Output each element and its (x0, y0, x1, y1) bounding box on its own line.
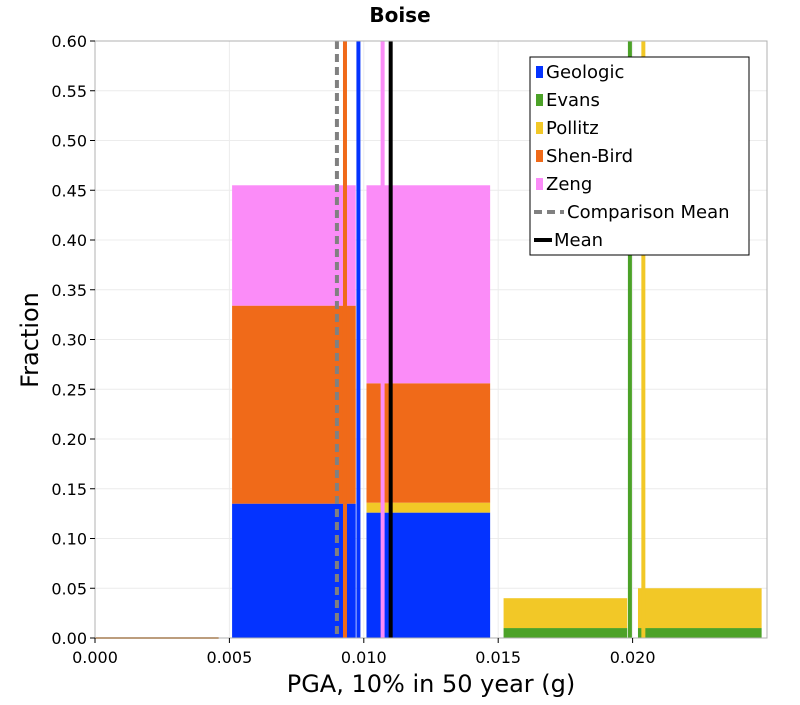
y-tick-label: 0.10 (51, 530, 87, 549)
y-tick-label: 0.55 (51, 82, 87, 101)
bar-segment-evans (503, 628, 628, 638)
y-tick-label: 0.35 (51, 281, 87, 300)
y-tick-label: 0.40 (51, 231, 87, 250)
legend-label-pollitz: Pollitz (546, 118, 599, 139)
x-tick-label: 0.020 (610, 648, 656, 667)
legend-box (529, 56, 750, 256)
legend-label-comparison-mean: Comparison Mean (567, 202, 730, 223)
legend-swatch-shen-bird (536, 150, 543, 162)
bar-segment-pollitz (366, 502, 491, 513)
y-tick-label: 0.60 (51, 32, 87, 51)
legend-label-shen-bird: Shen-Bird (546, 146, 633, 167)
y-tick-label: 0.50 (51, 132, 87, 151)
bar-segment-zeng (366, 185, 491, 384)
legend-label-mean: Mean (554, 230, 603, 251)
x-tick-label: 0.000 (72, 648, 118, 667)
bar-segment-zeng (232, 185, 356, 306)
chart-legend: Geologic Evans Pollitz Shen-Bird Zeng Compari… (529, 56, 750, 256)
bar-segment-pollitz (637, 588, 762, 629)
legend-swatch-geologic (536, 66, 543, 78)
bar-segment-evans (637, 628, 762, 638)
legend-label-zeng: Zeng (546, 174, 592, 195)
bar-segment-pollitz (503, 598, 628, 629)
y-tick-label: 0.30 (51, 331, 87, 350)
legend-label-geologic: Geologic (546, 62, 624, 83)
legend-swatch-evans (536, 94, 543, 106)
bar-segment-geologic (366, 512, 491, 638)
legend-swatch-pollitz (536, 122, 543, 134)
x-tick-label: 0.015 (475, 648, 521, 667)
y-axis-label: Fraction (16, 292, 44, 388)
x-tick-label: 0.005 (206, 648, 252, 667)
y-tick-label: 0.00 (51, 629, 87, 648)
y-tick-label: 0.20 (51, 430, 87, 449)
x-axis-label: PGA, 10% in 50 year (g) (287, 670, 576, 698)
y-tick-label: 0.05 (51, 579, 87, 598)
y-tick-label: 0.45 (51, 181, 87, 200)
y-tick-label: 0.15 (51, 480, 87, 499)
chart-title: Boise (369, 3, 430, 27)
axis-ticks: 0.00 0.05 0.10 0.15 0.20 0.25 0.30 0.35 0.40 0.45… (51, 32, 655, 667)
bar-segment-shen-bird (366, 383, 491, 503)
legend-swatch-zeng (536, 178, 543, 190)
x-tick-label: 0.010 (341, 648, 387, 667)
y-tick-label: 0.25 (51, 380, 87, 399)
legend-label-evans: Evans (546, 90, 600, 111)
